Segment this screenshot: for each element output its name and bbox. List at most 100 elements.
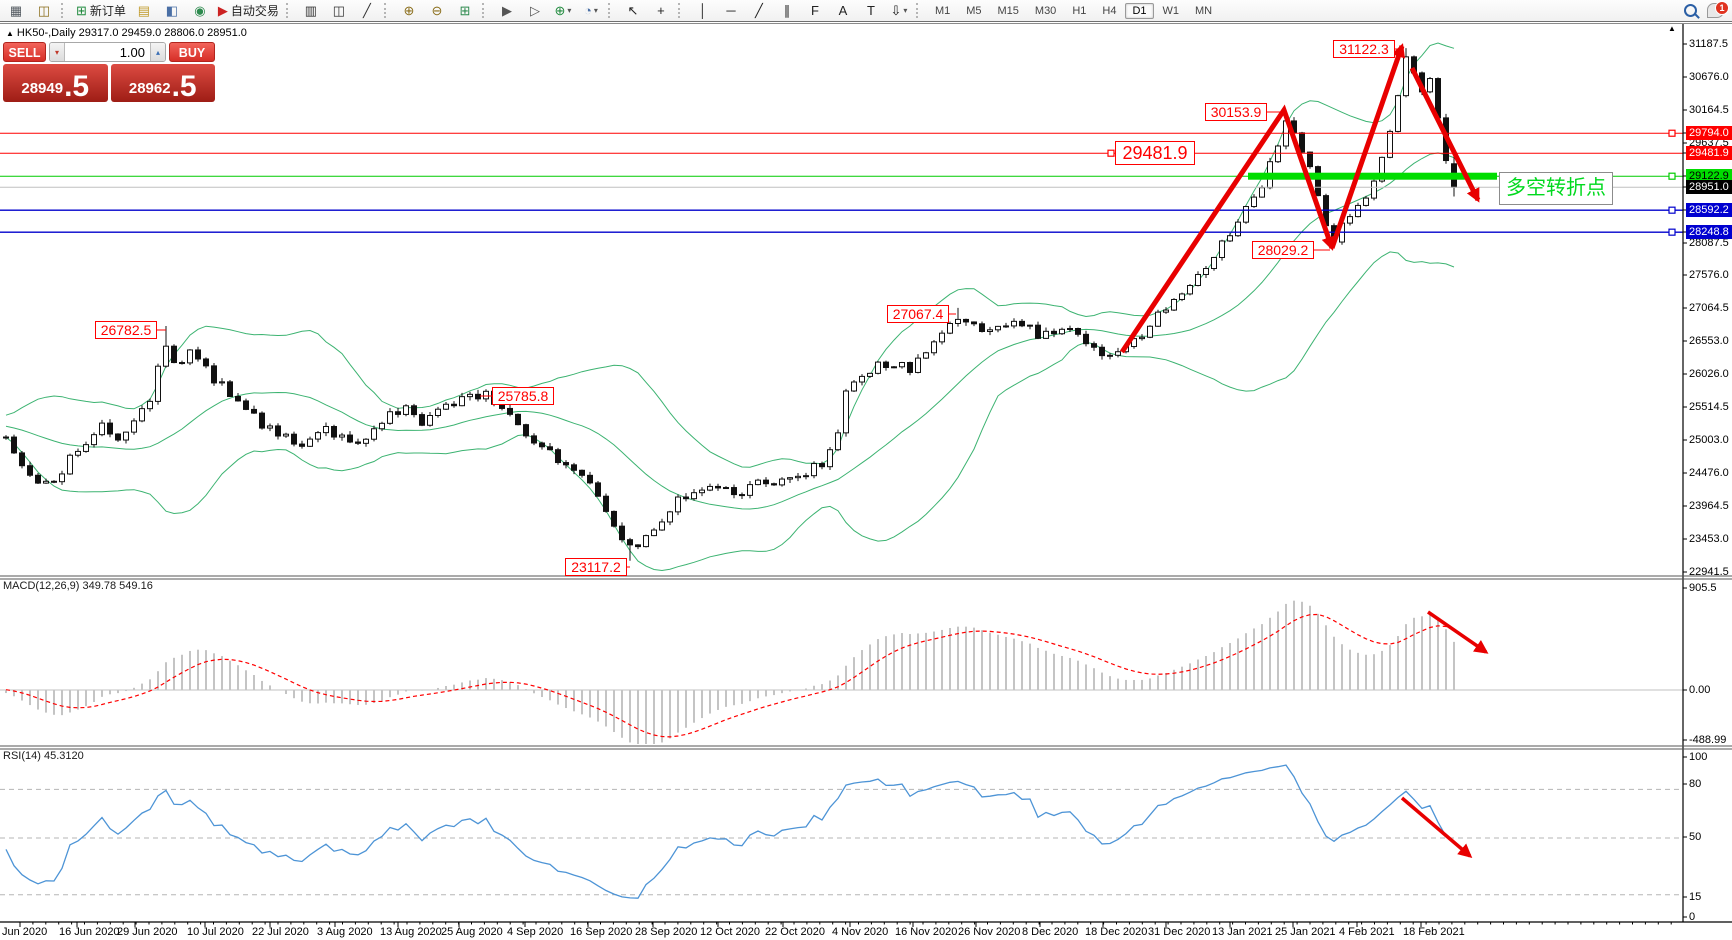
notification-icon[interactable]: 1 [1707, 1, 1729, 18]
date-tick[interactable]: 16 Jun 2020 [59, 926, 120, 938]
date-tick[interactable]: 4 Nov 2020 [832, 926, 889, 938]
arrows-tool-button[interactable]: ⇩ ▾ [886, 1, 912, 21]
price-annotation-25785.8[interactable]: 25785.8 [492, 387, 554, 405]
terminal-window-button[interactable]: ◧ [159, 1, 185, 21]
trend-line-button[interactable]: ╱ [746, 1, 772, 21]
chart-profiles-button[interactable]: ▤ [131, 1, 157, 21]
rsi-tick-15: 15 [1689, 891, 1702, 903]
line-chart-mode-button[interactable]: ╱ [354, 1, 380, 21]
level-label-29481[interactable]: 29481.9 [1115, 141, 1195, 165]
horizontal-line-button[interactable]: ─ [718, 1, 744, 21]
date-tick[interactable]: 4 Sep 2020 [507, 926, 564, 938]
fibonacci-button[interactable]: F [802, 1, 828, 21]
zoom-out-icon: ⊖ [431, 2, 443, 18]
line-chart-mode-icon: ╱ [363, 2, 371, 18]
zoom-out-button[interactable]: ⊖ [424, 1, 450, 21]
toolbar-separator [677, 3, 684, 18]
date-tick[interactable]: 29 Jun 2020 [117, 926, 178, 938]
level-lines [0, 48, 1683, 568]
crosshair-button[interactable]: + [648, 1, 674, 21]
date-tick[interactable]: 26 Nov 2020 [958, 926, 1021, 938]
date-tick[interactable]: 13 Jan 2021 [1212, 926, 1273, 938]
turning-point-note[interactable]: 多空转折点 [1499, 172, 1613, 205]
volume-input[interactable]: 1.00 [119, 45, 145, 60]
rsi-tick-0: 0 [1689, 911, 1696, 923]
price-annotation-26782.5[interactable]: 26782.5 [95, 321, 157, 339]
date-tick[interactable]: 18 Feb 2021 [1403, 926, 1465, 938]
period-clock-dropdown-icon[interactable]: ▾ [593, 6, 598, 15]
add-indicator-button[interactable]: ⊕ ▾ [550, 1, 576, 21]
date-tick[interactable]: 13 Aug 2020 [380, 926, 442, 938]
period-clock-button[interactable]: ◔ ▾ [578, 1, 604, 21]
buy-button[interactable]: BUY [169, 42, 215, 62]
timeframe-m15[interactable]: M15 [997, 4, 1019, 17]
timeframe-m30[interactable]: M30 [1034, 4, 1057, 17]
price-annotation-30153.9[interactable]: 30153.9 [1205, 103, 1267, 121]
sell-button[interactable]: SELL [3, 42, 46, 62]
timeframe-d1[interactable]: D1 [1125, 2, 1154, 19]
sell-price-box[interactable]: 28949.5 [3, 64, 108, 102]
text-icon: A [838, 2, 848, 18]
equidistant-channel-button[interactable]: ∥ [774, 1, 800, 21]
buy-price-box[interactable]: 28962.5 [110, 64, 215, 102]
price-badge-28592.2: 28592.2 [1686, 203, 1732, 217]
chart-preview-button[interactable]: ◫ [31, 1, 57, 21]
auto-trading-label: 自动交易 [230, 4, 279, 18]
bar-chart-mode-button[interactable]: ▥ [298, 1, 324, 21]
zoom-in-button[interactable]: ⊕ [396, 1, 422, 21]
price-annotation-31122.3[interactable]: 31122.3 [1333, 40, 1395, 58]
date-tick[interactable]: 25 Aug 2020 [441, 926, 503, 938]
timeframe-h1[interactable]: H1 [1072, 4, 1087, 17]
date-tick[interactable]: 3 Aug 2020 [317, 926, 373, 938]
search-icon[interactable] [1684, 4, 1697, 17]
arrows-tool-dropdown-icon[interactable]: ▾ [903, 6, 908, 15]
add-indicator-dropdown-icon[interactable]: ▾ [567, 6, 572, 15]
date-tick[interactable]: Jun 2020 [2, 926, 48, 938]
date-tick[interactable]: 10 Jul 2020 [187, 926, 244, 938]
date-tick[interactable]: 8 Dec 2020 [1022, 926, 1079, 938]
date-tick[interactable]: 25 Jan 2021 [1275, 926, 1336, 938]
price-annotation-23117.2[interactable]: 23117.2 [565, 558, 627, 576]
timeframe-m1[interactable]: M1 [934, 4, 951, 17]
date-tick[interactable]: 4 Feb 2021 [1339, 926, 1395, 938]
price-annotation-27067.4[interactable]: 27067.4 [887, 305, 949, 323]
date-tick[interactable]: 28 Sep 2020 [635, 926, 698, 938]
timeframe-m5[interactable]: M5 [966, 4, 982, 17]
price-badge-29481.9: 29481.9 [1686, 146, 1732, 160]
price-annotation-28029.2[interactable]: 28029.2 [1252, 241, 1314, 259]
volume-decrease-button[interactable]: ▾ [50, 43, 65, 61]
price-tick-23964.5: 23964.5 [1689, 500, 1729, 512]
timeframe-h4[interactable]: H4 [1102, 4, 1117, 17]
date-tick[interactable]: 18 Dec 2020 [1085, 926, 1148, 938]
timeframe-mn[interactable]: MN [1195, 4, 1213, 17]
price-tick-30164.5: 30164.5 [1689, 104, 1729, 116]
date-tick[interactable]: 22 Jul 2020 [252, 926, 309, 938]
terminal-window-icon: ◧ [165, 2, 179, 18]
auto-trading-button[interactable]: ▶ 自动交易 [215, 1, 282, 21]
new-chart-button[interactable]: ▦ [3, 1, 29, 21]
toolbar-separator [915, 3, 922, 18]
bar-chart-mode-icon: ▥ [304, 2, 318, 18]
date-tick[interactable]: 22 Oct 2020 [765, 926, 825, 938]
text-button[interactable]: A [830, 1, 856, 21]
new-order-button[interactable]: ⊞ 新订单 [73, 1, 129, 21]
price-tick-31187.5: 31187.5 [1689, 38, 1728, 50]
auto-scroll-button[interactable]: ▶ [494, 1, 520, 21]
cursor-icon: ↖ [627, 2, 639, 18]
chart-shift-marker-icon[interactable]: ▲ [1668, 24, 1676, 33]
broadcast-button[interactable]: ◉ [187, 1, 213, 21]
volume-increase-button[interactable]: ▴ [150, 43, 165, 61]
date-tick[interactable]: 12 Oct 2020 [700, 926, 760, 938]
timeframe-w1[interactable]: W1 [1162, 4, 1180, 17]
text-label-button[interactable]: T [858, 1, 884, 21]
vertical-line-button[interactable]: │ [690, 1, 716, 21]
date-tick[interactable]: 16 Nov 2020 [895, 926, 958, 938]
add-indicator-icon: ⊕ [554, 2, 566, 18]
chart-shift-button[interactable]: ▷ [522, 1, 548, 21]
date-tick[interactable]: 16 Sep 2020 [570, 926, 633, 938]
cursor-button[interactable]: ↖ [620, 1, 646, 21]
candle-chart-mode-button[interactable]: ◫ [326, 1, 352, 21]
tile-windows-button[interactable]: ⊞ [452, 1, 478, 21]
date-tick[interactable]: 31 Dec 2020 [1148, 926, 1211, 938]
